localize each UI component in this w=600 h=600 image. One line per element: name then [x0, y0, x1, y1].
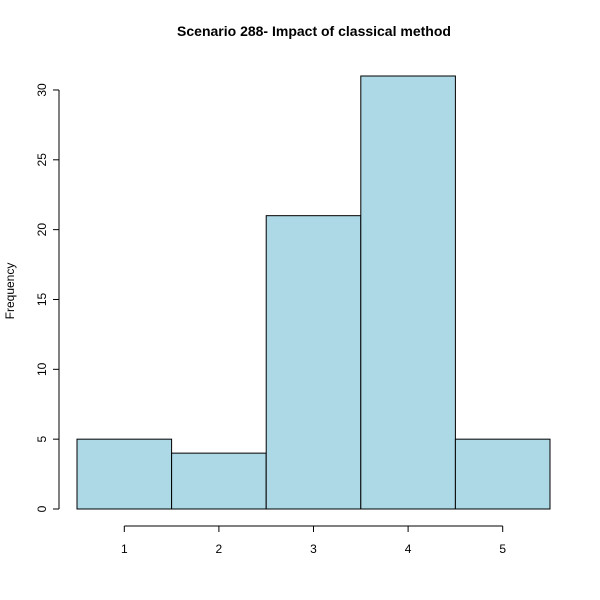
chart-title: Scenario 288- Impact of classical method [177, 23, 451, 39]
x-tick-label-4: 4 [405, 542, 412, 556]
x-tick-label-3: 3 [310, 542, 317, 556]
y-tick-label-15: 15 [35, 292, 49, 306]
y-tick-label-0: 0 [35, 505, 49, 512]
x-tick-label-1: 1 [121, 542, 128, 556]
x-tick-label-5: 5 [499, 542, 506, 556]
y-tick-label-25: 25 [35, 153, 49, 167]
bars-group [76, 75, 551, 510]
x-axis: 1 2 3 4 5 [121, 525, 506, 556]
y-axis: 0 5 10 15 20 25 30 [35, 83, 60, 512]
x-tick-label-2: 2 [216, 542, 223, 556]
bar-2 [171, 452, 267, 510]
y-tick-label-20: 20 [35, 223, 49, 237]
bar-5 [454, 438, 551, 510]
y-tick-label-30: 30 [35, 83, 49, 97]
bar-1 [76, 438, 173, 510]
y-tick-label-10: 10 [35, 362, 49, 376]
bar-4 [360, 75, 456, 510]
y-axis-title: Frequency [3, 263, 17, 320]
bar-3 [265, 215, 362, 510]
y-tick-label-5: 5 [35, 436, 49, 443]
